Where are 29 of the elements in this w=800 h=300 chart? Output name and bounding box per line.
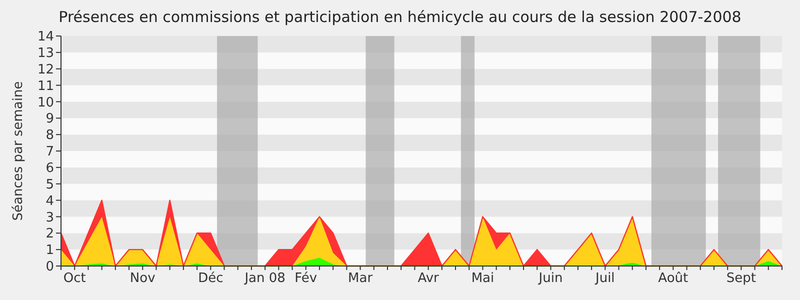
x-tick-label: Fév — [294, 271, 318, 286]
x-tick-label: Mai — [471, 271, 494, 286]
y-tick-label: 5 — [46, 177, 54, 192]
x-tick-label: Oct — [63, 271, 86, 286]
y-tick-label: 6 — [46, 160, 54, 176]
x-tick-label: Nov — [130, 271, 156, 286]
x-tick-label: Juil — [594, 271, 615, 286]
x-tick-label: Jan 08 — [244, 271, 286, 286]
y-tick-label: 13 — [37, 46, 54, 61]
x-tick-label: Mar — [348, 271, 374, 286]
y-tick-label: 1 — [46, 243, 54, 258]
y-tick-label: 10 — [37, 95, 54, 110]
chart-title: Présences en commissions et participation en hémicycle au cours de la session 2007-2008 — [58, 8, 742, 26]
y-tick-label: 3 — [46, 210, 54, 226]
y-tick-label: 14 — [37, 30, 54, 45]
y-tick-label: 12 — [37, 62, 54, 78]
y-tick-label: 8 — [46, 128, 54, 144]
x-tick-label: Avr — [418, 271, 440, 286]
x-tick-label: Août — [658, 271, 688, 286]
x-tick-label: Juin — [538, 271, 563, 286]
x-tick-label: Sept — [726, 271, 756, 286]
y-tick-label: 9 — [46, 112, 54, 127]
y-tick-label: 0 — [46, 260, 54, 275]
y-tick-label: 4 — [46, 194, 54, 209]
y-tick-label: 2 — [46, 226, 54, 242]
x-tick-label: Déc — [198, 271, 224, 286]
y-tick-label: 11 — [37, 78, 54, 94]
y-tick-label: 7 — [46, 144, 54, 160]
y-axis-title: Séances par semaine — [11, 81, 26, 221]
